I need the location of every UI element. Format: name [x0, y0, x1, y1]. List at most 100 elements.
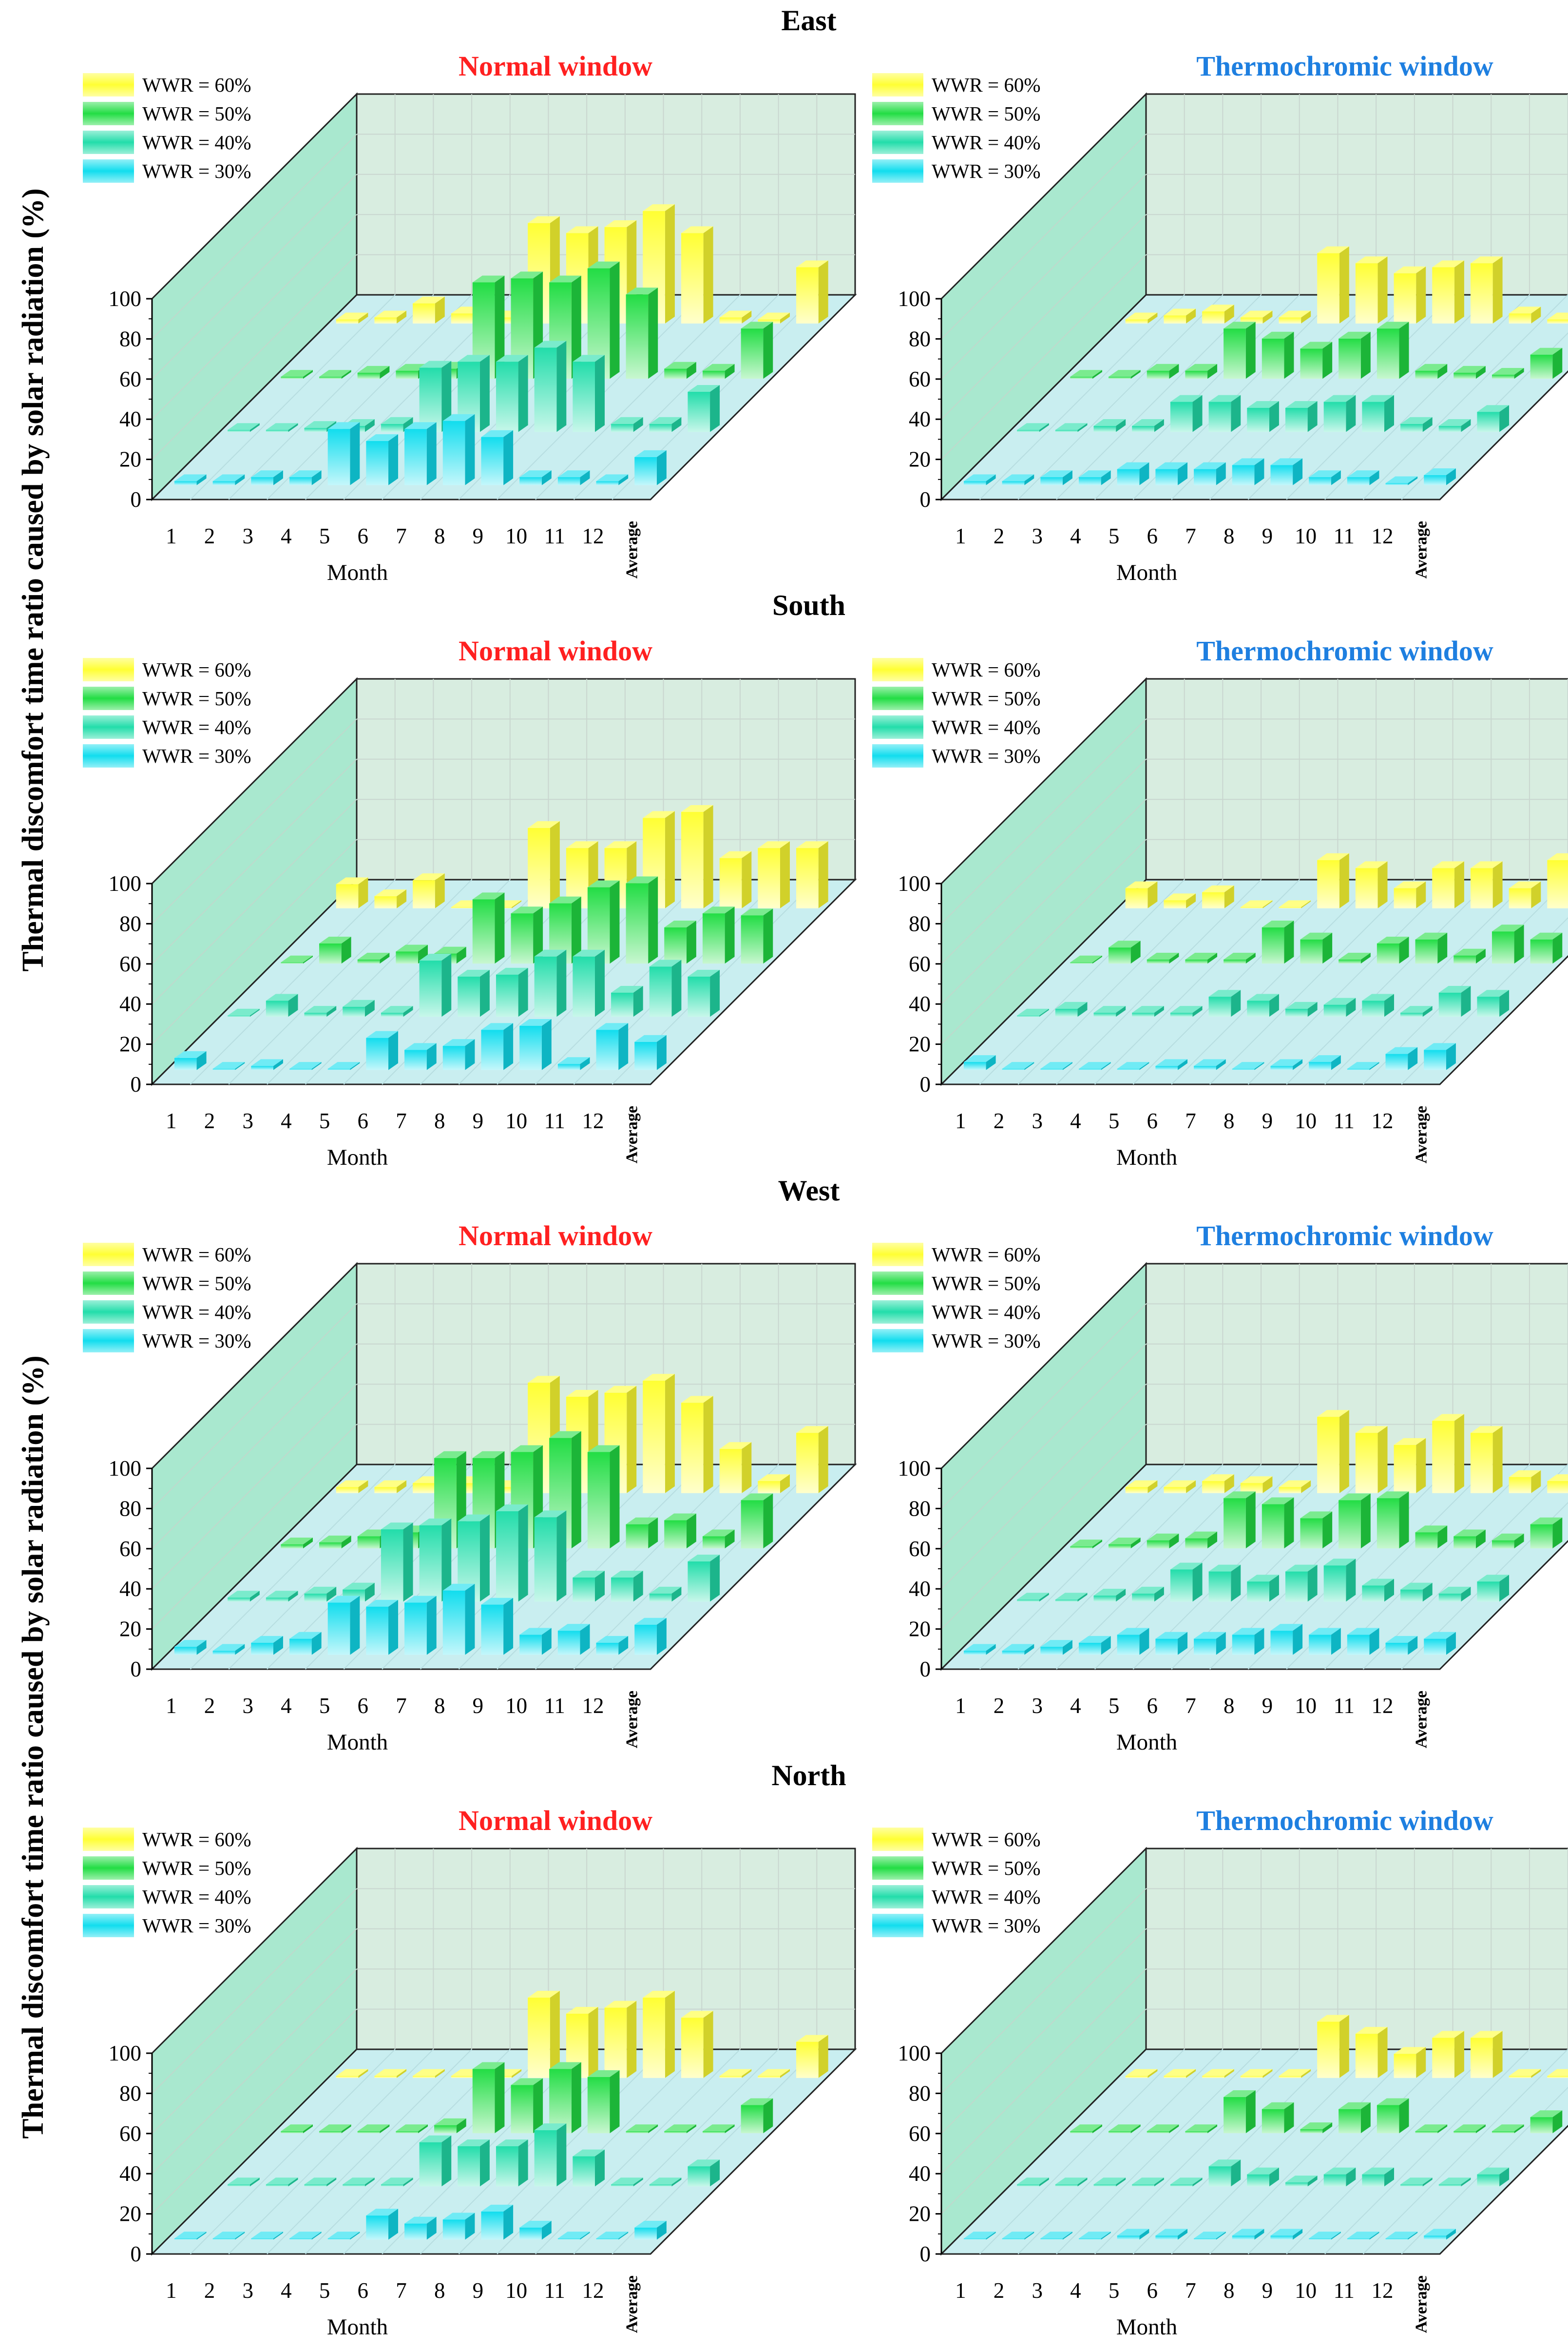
bar: [528, 821, 560, 908]
bar: [1164, 2069, 1196, 2078]
bar: [1509, 2069, 1541, 2078]
bar: [963, 2232, 996, 2240]
bar: [1270, 1624, 1303, 1655]
bar: [1415, 932, 1448, 964]
bar: [1070, 370, 1102, 379]
gridline: [152, 1424, 357, 1630]
gridline: [941, 174, 1147, 380]
bar: [796, 1426, 828, 1493]
bar: [1438, 2177, 1471, 2187]
gridline: [979, 1464, 1185, 1670]
x-tick-label: 2: [994, 2278, 1005, 2303]
bar: [1309, 1055, 1341, 1070]
bar: [404, 422, 437, 485]
back-wall: [1145, 1848, 1568, 2050]
gridline: [941, 1344, 1147, 1549]
y-tick-label: 80: [909, 327, 931, 351]
bar: [1109, 2124, 1141, 2134]
bar: [534, 949, 567, 1017]
bar: [174, 474, 207, 485]
x-tick-label: 8: [434, 2278, 445, 2303]
legend-label: WWR = 30%: [142, 1914, 251, 1937]
x-tick-label: 11: [544, 1694, 565, 1718]
section-title: North: [771, 1759, 846, 1791]
gridline: [941, 718, 1147, 925]
floor: [939, 879, 1568, 1085]
bar: [573, 2149, 605, 2187]
bar: [304, 1006, 337, 1017]
bar: [1347, 2232, 1379, 2240]
floor: [939, 2048, 1568, 2255]
bar: [1492, 367, 1524, 379]
bar: [643, 1374, 675, 1493]
x-tick-label: Average: [1413, 1106, 1431, 1163]
legend-swatch: [872, 1914, 923, 1937]
bar: [304, 1586, 337, 1602]
y-tick-label: 100: [898, 871, 931, 896]
gridline: [152, 1344, 357, 1549]
x-tick-label: 11: [1334, 1109, 1355, 1133]
bar: [1155, 1059, 1188, 1070]
bar: [1355, 861, 1388, 908]
gridline: [941, 1968, 1147, 2174]
x-tick-label: 8: [434, 1109, 445, 1133]
bar: [1170, 395, 1203, 432]
x-tick-label: 7: [1185, 1694, 1196, 1718]
bar: [1323, 2167, 1356, 2187]
bar: [1432, 861, 1464, 908]
bar: [1355, 256, 1388, 324]
bar: [1323, 395, 1356, 432]
x-tick-label: 9: [1262, 2278, 1273, 2303]
y-tick-label: 20: [909, 1617, 931, 1641]
x-axis-label: Month: [327, 1145, 388, 1170]
y-tick-label: 80: [119, 911, 141, 936]
bar: [741, 908, 773, 964]
x-tick-label: 1: [166, 524, 177, 548]
bar: [1385, 476, 1418, 485]
x-tick-label: 2: [204, 524, 215, 548]
bar: [1079, 470, 1111, 485]
legend-label: WWR = 60%: [142, 74, 251, 96]
bar: [319, 937, 351, 964]
y-tick-label: 100: [109, 1456, 142, 1481]
x-tick-label: 10: [505, 1109, 527, 1133]
bar: [1339, 1493, 1371, 1549]
bar: [604, 2001, 637, 2078]
panel-title: Normal window: [459, 1805, 652, 1836]
y-tick-label: 80: [119, 327, 141, 351]
legend-swatch: [83, 1914, 134, 1937]
bar: [1002, 1644, 1034, 1655]
bar: [626, 1517, 658, 1549]
legend-swatch: [872, 1856, 923, 1880]
bar: [212, 474, 245, 485]
bar: [511, 2078, 543, 2134]
bar: [1492, 1533, 1524, 1549]
y-tick-label: 0: [131, 1072, 142, 1097]
bar: [649, 960, 682, 1017]
section-title: East: [781, 4, 836, 37]
bar: [1415, 1525, 1448, 1549]
bar: [1477, 405, 1510, 432]
x-tick-label: 12: [582, 524, 604, 548]
x-tick-label: 11: [544, 524, 565, 548]
bar: [796, 260, 828, 324]
bar: [472, 892, 505, 964]
y-tick-label: 100: [109, 287, 142, 311]
bar: [1247, 1575, 1279, 1602]
bar: [1394, 2047, 1426, 2078]
bar: [1117, 1062, 1149, 1070]
bar: [1362, 1579, 1394, 1602]
bar: [336, 2069, 368, 2078]
legend-label: WWR = 50%: [142, 102, 251, 125]
y-tick-label: 80: [119, 1496, 141, 1521]
bar: [611, 985, 643, 1017]
y-tick-label: 60: [119, 367, 141, 391]
gridline: [1401, 2086, 1568, 2254]
bar: [1109, 1537, 1141, 1549]
gridline: [1286, 879, 1492, 1085]
bar: [702, 364, 735, 379]
gridline: [941, 839, 1147, 1045]
bar: [266, 2177, 298, 2187]
